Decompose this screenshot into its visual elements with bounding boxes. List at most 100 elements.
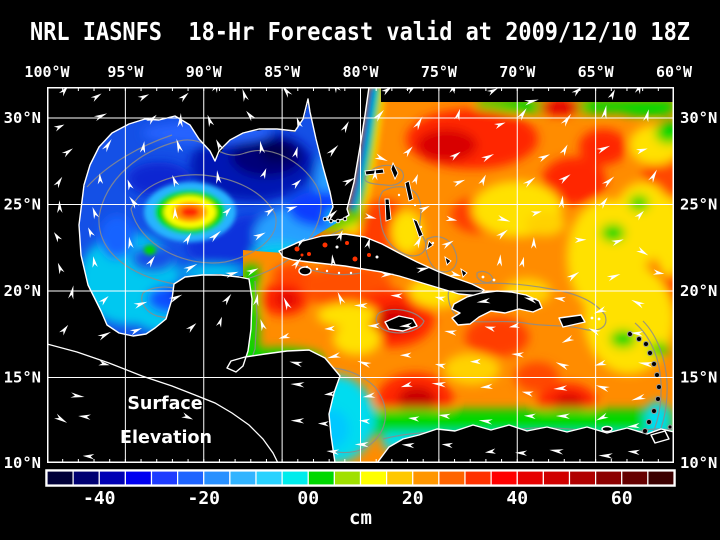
current-arrow [211,87,219,94]
colorbar: -40 -20 00 20 40 60 cm [45,469,676,529]
current-arrow [216,139,224,152]
current-arrow [413,235,422,249]
current-arrow [537,154,550,163]
lat-tick-label: 25°N [680,196,717,214]
colorbar-cell [177,470,205,486]
colorbar-cell [229,470,257,486]
current-arrow [380,272,395,278]
current-arrow [337,291,346,306]
current-arrow [93,113,108,122]
current-arrow [54,413,68,423]
current-arrow [606,273,621,282]
current-arrow [531,236,537,249]
current-arrow [596,145,611,154]
current-arrow [335,230,343,242]
current-arrow [296,117,303,129]
current-arrow [652,269,665,275]
current-arrow [627,422,641,429]
land-south-america [376,424,674,463]
current-arrow [444,330,458,336]
current-arrow [511,352,525,358]
current-arrow [522,177,536,188]
current-arrow [285,206,298,213]
current-arrow [57,262,65,275]
colorbar-cell [490,470,518,486]
current-arrow [177,113,183,128]
current-arrow [496,254,503,267]
current-arrow [484,326,497,333]
colorbar-cell [307,470,335,486]
land-masses [47,87,674,463]
lat-tick-label: 10°N [4,454,41,472]
current-arrow [324,325,336,332]
current-arrow [415,267,431,274]
current-arrow [595,412,609,421]
current-arrow [399,322,413,328]
current-arrow [402,146,413,158]
current-arrow [558,195,564,209]
current-arrow [559,144,568,156]
current-arrow [469,358,481,365]
current-arrow [549,449,564,455]
lat-tick-label: 30°N [4,109,41,127]
current-arrow [90,93,102,102]
current-arrow [172,175,180,188]
colorbar-cell [98,470,126,486]
colorbar-cell [595,470,623,486]
current-arrow [558,174,571,185]
lon-tick-label: 95°W [107,63,144,81]
current-arrow [260,319,267,332]
current-arrow [222,207,232,217]
current-arrow [631,393,646,401]
current-arrow [291,179,302,190]
current-arrow [342,177,355,187]
current-arrow [259,168,267,180]
current-arrow [598,197,608,209]
colorbar-tick-label: 20 [402,488,424,509]
lon-tick-label: 65°W [578,63,615,81]
colorbar-cell [647,470,675,486]
current-vector-arrows [53,87,665,460]
colorbar-cell [359,470,388,486]
current-arrow [178,92,189,103]
latitude-axis-labels-right: 30°N 25°N 20°N 15°N 10°N [680,109,717,472]
current-arrow [611,239,624,246]
current-arrow [168,294,183,303]
colorbar-unit-label: cm [349,507,372,529]
cuba-lowland-patches [294,241,371,262]
current-arrow [70,392,85,398]
current-arrow [246,268,259,276]
current-arrow [59,324,69,336]
colorbar-tick-label: 40 [506,488,528,509]
colorbar-tick-label: -20 [187,488,220,509]
current-arrow [418,205,430,214]
current-arrow [129,328,143,336]
current-arrow [627,449,641,456]
current-arrow [607,89,615,101]
current-arrow [494,122,506,130]
current-arrow [185,323,197,333]
current-arrow [434,296,446,302]
current-arrow [53,124,65,132]
current-arrow [648,169,657,183]
current-arrow [374,153,388,162]
florida-keys [322,216,348,224]
colorbar-tick-label: 00 [297,488,319,509]
lat-tick-label: 30°N [680,109,717,127]
current-arrow [449,151,461,161]
current-arrow [367,323,380,329]
current-arrow [399,352,412,358]
current-arrow [207,114,215,128]
land-puerto-rico [558,314,586,328]
current-arrow [172,206,179,220]
atlantic-caribbean-field [243,87,674,463]
current-arrow [364,237,371,250]
latitude-axis-labels-left: 30°N 25°N 20°N 15°N 10°N [4,109,41,472]
current-arrow [411,173,418,185]
current-arrow [292,146,298,159]
current-arrow [381,87,392,96]
current-arrow [330,254,337,267]
current-arrow [638,362,653,368]
current-arrow [518,256,525,268]
lon-tick-label: 85°W [264,63,301,81]
